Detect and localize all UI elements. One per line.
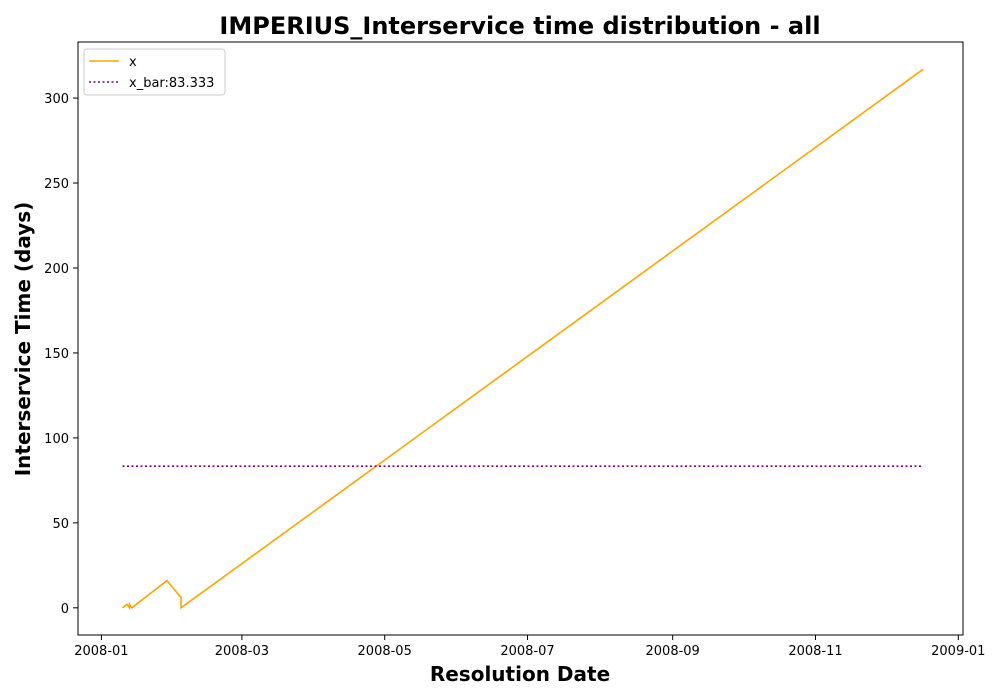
y-tick-label: 150 (44, 347, 69, 362)
legend: x x_bar:83.333 (83, 48, 226, 96)
x-tick-label: 2008-11 (788, 644, 842, 659)
data-layer (122, 68, 924, 611)
x-tick-label: 2008-01 (74, 644, 128, 659)
y-tick-label: 100 (44, 432, 69, 447)
x-axis-label: Resolution Date (430, 662, 610, 686)
legend-label: x_bar:83.333 (129, 76, 214, 91)
y-tick-label: 300 (44, 92, 69, 107)
y-tick-label: 0 (61, 602, 69, 617)
y-axis: 0 50 100 150 200 250 300 (44, 92, 78, 617)
plot-frame (77, 41, 964, 636)
x-axis: 2008-01 2008-03 2008-05 2008-07 2008-09 2008-… (74, 635, 985, 659)
y-tick-label: 50 (52, 517, 69, 532)
x-tick-label: 2008-05 (358, 644, 412, 659)
legend-label: x (129, 55, 137, 70)
x-tick-label: 2008-09 (646, 644, 700, 659)
plot-area (78, 42, 963, 635)
series-line-0 (122, 68, 924, 611)
y-axis-label: Interservice Time (days) (11, 202, 35, 477)
y-tick-label: 250 (44, 177, 69, 192)
x-tick-label: 2008-07 (500, 644, 554, 659)
x-tick-label: 2009-01 (931, 644, 985, 659)
legend-box (83, 48, 226, 96)
chart-title: IMPERIUS_Interservice time distribution … (219, 12, 820, 40)
x-tick-label: 2008-03 (215, 644, 269, 659)
y-tick-label: 200 (44, 262, 69, 277)
